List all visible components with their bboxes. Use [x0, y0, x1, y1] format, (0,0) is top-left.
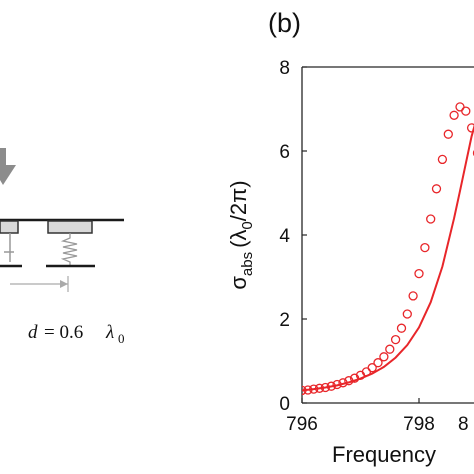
x-tick-label: 796 — [286, 414, 318, 435]
y-tick-label: 2 — [279, 310, 290, 331]
spacing-equation-lambda: λ — [105, 322, 114, 343]
data-point — [455, 102, 465, 112]
data-point — [309, 384, 319, 394]
data-point — [302, 385, 307, 396]
data-point — [373, 358, 383, 368]
data-point — [379, 352, 389, 362]
spacing-equation-rhs: = 0.6 — [44, 322, 83, 343]
y-label-close: /2π) — [226, 180, 251, 221]
data-point — [443, 129, 453, 139]
y-ticks: 0 2 4 6 8 — [279, 58, 307, 415]
dimension-arrowhead-icon — [60, 280, 68, 288]
data-point — [449, 110, 459, 120]
spacing-equation-subscript: 0 — [118, 331, 125, 346]
x-tick-label-partial: 8 — [458, 414, 469, 435]
y-label-open: (λ — [226, 230, 251, 248]
data-point — [402, 309, 412, 319]
y-tick-label: 6 — [279, 142, 290, 163]
data-point — [461, 106, 471, 116]
data-point — [367, 363, 377, 373]
data-point — [349, 373, 360, 383]
x-tick-label: 798 — [403, 414, 435, 435]
x-axis-label: Frequency — [332, 442, 436, 467]
data-point — [408, 291, 418, 301]
panel-label: (b) — [268, 8, 301, 38]
measured-points — [302, 102, 474, 396]
y-label-subscript: abs — [239, 252, 256, 276]
data-point — [390, 334, 401, 345]
spacing-equation-lhs: d — [28, 322, 38, 343]
data-point — [332, 379, 342, 390]
resonator-mass-left — [0, 220, 19, 234]
spring-right — [60, 233, 78, 265]
x-ticks: 796 798 8 — [286, 398, 469, 435]
y-tick-label: 8 — [279, 58, 290, 79]
data-point — [437, 154, 448, 165]
resonator-mass-right — [47, 220, 93, 234]
data-point — [396, 323, 407, 333]
model-curve-line — [302, 124, 474, 392]
data-point — [420, 242, 430, 253]
y-axis-label: σabs (λ0/2π) — [226, 180, 256, 289]
y-label-sigma: σ — [226, 276, 251, 290]
data-point — [326, 381, 336, 391]
data-point — [320, 382, 331, 393]
y-tick-label: 0 — [279, 394, 290, 415]
y-label-lambda-subscript: 0 — [239, 221, 256, 229]
data-point — [338, 378, 348, 388]
data-point — [385, 344, 395, 354]
data-point — [431, 184, 442, 194]
model-curve — [302, 124, 474, 392]
data-point — [414, 268, 424, 279]
data-point — [466, 123, 474, 133]
incident-wave-arrow-icon — [0, 148, 16, 185]
schematic: d = 0.6 λ 0 — [0, 148, 125, 346]
data-point — [303, 385, 313, 395]
data-point — [344, 376, 354, 386]
data-point — [314, 383, 325, 393]
data-point — [426, 214, 436, 224]
y-tick-label: 4 — [279, 226, 290, 247]
